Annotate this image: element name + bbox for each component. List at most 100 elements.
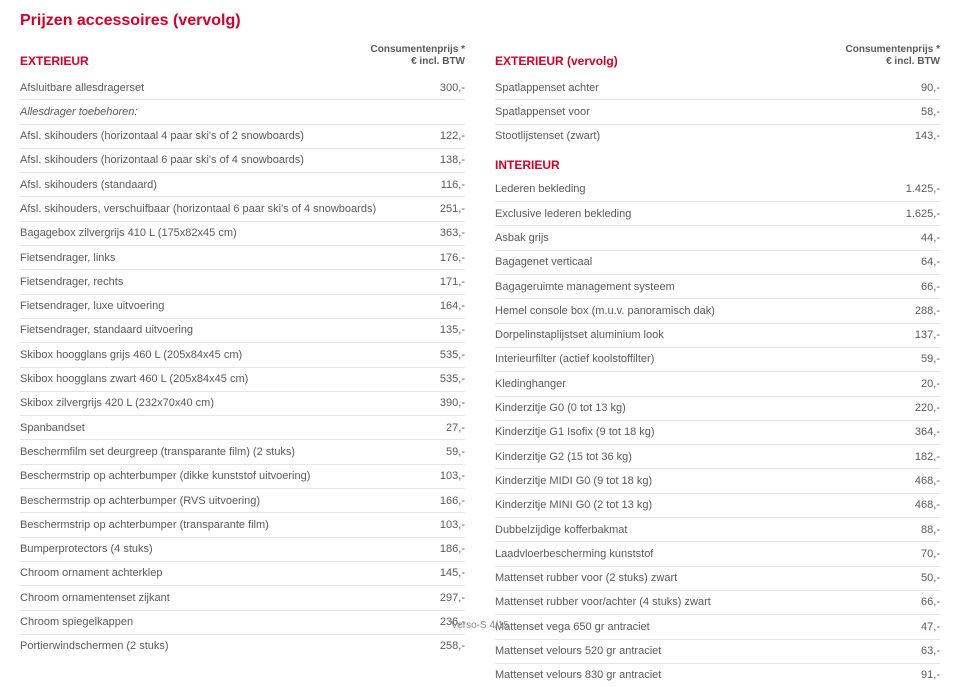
- row-price: 64,-: [890, 255, 940, 269]
- row-price: 468,-: [890, 474, 940, 488]
- row-label: Beschermstrip op achterbumper (transpara…: [20, 518, 415, 532]
- row-price: 122,-: [415, 129, 465, 143]
- row-price: 220,-: [890, 401, 940, 415]
- table-row: Kinderzitje G2 (15 tot 36 kg)182,-: [495, 445, 940, 469]
- table-row: Kinderzitje G0 (0 tot 13 kg)220,-: [495, 397, 940, 421]
- row-label: Fietsendrager, rechts: [20, 275, 415, 289]
- table-row: Fietsendrager, rechts171,-: [20, 270, 465, 294]
- row-price: 363,-: [415, 226, 465, 240]
- row-label: Interieurfilter (actief koolstoffilter): [495, 352, 890, 366]
- page-title: Prijzen accessoires (vervolg): [20, 12, 940, 30]
- row-label: Mattenset rubber voor/achter (4 stuks) z…: [495, 595, 890, 609]
- row-label: Beschermstrip op achterbumper (dikke kun…: [20, 469, 415, 483]
- table-row: Mattenset rubber voor (2 stuks) zwart50,…: [495, 567, 940, 591]
- table-row: Exclusive lederen bekleding1.625,-: [495, 202, 940, 226]
- row-label: Spatlappenset voor: [495, 105, 890, 119]
- table-row: Allesdrager toebehoren:: [20, 100, 465, 124]
- table-row: Fietsendrager, standaard uitvoering135,-: [20, 319, 465, 343]
- table-row: Bagagenet verticaal64,-: [495, 251, 940, 275]
- table-row: Mattenset velours 830 gr antraciet91,-: [495, 664, 940, 687]
- table-row: Hemel console box (m.u.v. panoramisch da…: [495, 299, 940, 323]
- row-label: Lederen bekleding: [495, 182, 890, 196]
- row-label: Asbak grijs: [495, 231, 890, 245]
- table-row: Fietsendrager, links176,-: [20, 246, 465, 270]
- row-label: Mattenset rubber voor (2 stuks) zwart: [495, 571, 890, 585]
- right-column: EXTERIEUR (vervolg) Consumentenprijs * €…: [495, 44, 940, 687]
- row-label: Mattenset velours 830 gr antraciet: [495, 668, 890, 682]
- row-price: 164,-: [415, 299, 465, 313]
- row-label: Bagagebox zilvergrijs 410 L (175x82x45 c…: [20, 226, 415, 240]
- row-label: Fietsendrager, standaard uitvoering: [20, 323, 415, 337]
- right-rows-2: Lederen bekleding1.425,- Exclusive ledere…: [495, 178, 940, 687]
- table-row: Afsl. skihouders (standaard)116,-: [20, 173, 465, 197]
- row-label: Allesdrager toebehoren:: [20, 105, 415, 119]
- row-label: Laadvloerbescherming kunststof: [495, 547, 890, 561]
- table-row: Afsl. skihouders (horizontaal 4 paar ski…: [20, 125, 465, 149]
- row-price: 364,-: [890, 425, 940, 439]
- table-row: Dubbelzijdige kofferbakmat88,-: [495, 518, 940, 542]
- row-price: 70,-: [890, 547, 940, 561]
- row-price: 186,-: [415, 542, 465, 556]
- table-row: Mattenset velours 520 gr antraciet63,-: [495, 640, 940, 664]
- table-row: Bagagebox zilvergrijs 410 L (175x82x45 c…: [20, 222, 465, 246]
- table-row: Kledinghanger20,-: [495, 372, 940, 396]
- row-label: Kinderzitje MINI G0 (2 tot 13 kg): [495, 498, 890, 512]
- row-price: 27,-: [415, 421, 465, 435]
- row-price: 145,-: [415, 566, 465, 580]
- row-price: 66,-: [890, 280, 940, 294]
- right-heading: EXTERIEUR (vervolg): [495, 54, 618, 68]
- left-header-row: EXTERIEUR Consumentenprijs * € incl. BTW: [20, 44, 465, 68]
- table-row: Afsl. skihouders, verschuifbaar (horizon…: [20, 197, 465, 221]
- row-price: 88,-: [890, 523, 940, 537]
- row-price: 50,-: [890, 571, 940, 585]
- row-price: 171,-: [415, 275, 465, 289]
- price-header-left: Consumentenprijs * € incl. BTW: [371, 44, 465, 68]
- columns: EXTERIEUR Consumentenprijs * € incl. BTW…: [20, 44, 940, 687]
- row-price: 91,-: [890, 668, 940, 682]
- table-row: Asbak grijs44,-: [495, 226, 940, 250]
- row-price: 182,-: [890, 450, 940, 464]
- row-price: 535,-: [415, 372, 465, 386]
- row-label: Mattenset velours 520 gr antraciet: [495, 644, 890, 658]
- table-row: Bumperprotectors (4 stuks)186,-: [20, 538, 465, 562]
- row-label: Dorpelinstaplijstset aluminium look: [495, 328, 890, 342]
- row-label: Afsl. skihouders (standaard): [20, 178, 415, 192]
- row-label: Kinderzitje G2 (15 tot 36 kg): [495, 450, 890, 464]
- row-price: 103,-: [415, 469, 465, 483]
- table-row: Fietsendrager, luxe uitvoering164,-: [20, 295, 465, 319]
- row-label: Spanbandset: [20, 421, 415, 435]
- table-row: Kinderzitje MINI G0 (2 tot 13 kg)468,-: [495, 494, 940, 518]
- row-label: Skibox hoogglans grijs 460 L (205x84x45 …: [20, 348, 415, 362]
- row-label: Stootlijstenset (zwart): [495, 129, 890, 143]
- row-label: Kinderzitje MIDI G0 (9 tot 18 kg): [495, 474, 890, 488]
- table-row: Beschermstrip op achterbumper (dikke kun…: [20, 465, 465, 489]
- right-rows-1: Spatlappenset achter90,- Spatlappenset vo…: [495, 76, 940, 148]
- table-row: Dorpelinstaplijstset aluminium look137,-: [495, 324, 940, 348]
- row-price: 63,-: [890, 644, 940, 658]
- row-price: 1.425,-: [890, 182, 940, 196]
- row-label: Skibox hoogglans zwart 460 L (205x84x45 …: [20, 372, 415, 386]
- table-row: Portierwindschermen (2 stuks)258,-: [20, 635, 465, 658]
- table-row: Afsluitbare allesdragerset300,-: [20, 76, 465, 100]
- right-header-row: EXTERIEUR (vervolg) Consumentenprijs * €…: [495, 44, 940, 68]
- table-row: Stootlijstenset (zwart)143,-: [495, 125, 940, 148]
- row-label: Bagageruimte management systeem: [495, 280, 890, 294]
- row-price: 135,-: [415, 323, 465, 337]
- left-rows: Afsluitbare allesdragerset300,- Allesdrag…: [20, 76, 465, 658]
- row-price: 90,-: [890, 81, 940, 95]
- row-price: 166,-: [415, 494, 465, 508]
- row-price: 137,-: [890, 328, 940, 342]
- table-row: Spatlappenset achter90,-: [495, 76, 940, 100]
- row-price: 103,-: [415, 518, 465, 532]
- left-column: EXTERIEUR Consumentenprijs * € incl. BTW…: [20, 44, 465, 687]
- row-label: Chroom ornament achterklep: [20, 566, 415, 580]
- row-label: Afsl. skihouders (horizontaal 4 paar ski…: [20, 129, 415, 143]
- row-label: Dubbelzijdige kofferbakmat: [495, 523, 890, 537]
- footer: Verso-S 4/15: [0, 620, 960, 631]
- row-label: Bumperprotectors (4 stuks): [20, 542, 415, 556]
- table-row: Kinderzitje G1 Isofix (9 tot 18 kg)364,-: [495, 421, 940, 445]
- row-label: Kinderzitje G0 (0 tot 13 kg): [495, 401, 890, 415]
- row-label: Beschermfilm set deurgreep (transparante…: [20, 445, 415, 459]
- row-price: 251,-: [415, 202, 465, 216]
- row-price: 535,-: [415, 348, 465, 362]
